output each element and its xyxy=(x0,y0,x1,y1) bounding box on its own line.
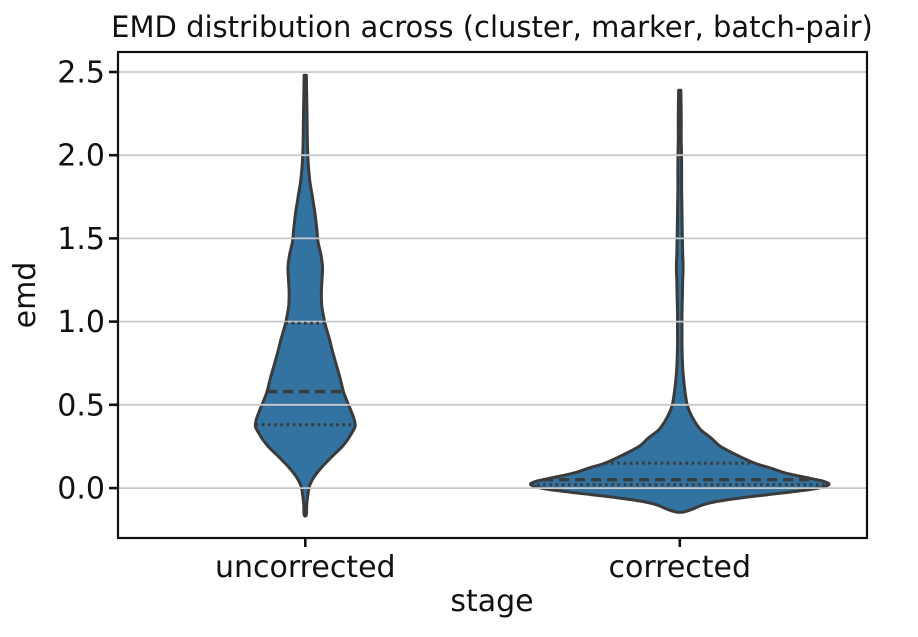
x-tick-label-corrected: corrected xyxy=(609,550,752,585)
chart-title: EMD distribution across (cluster, marker… xyxy=(111,10,873,44)
x-tick-label-uncorrected: uncorrected xyxy=(215,550,396,585)
plot-border xyxy=(116,50,869,540)
y-tick-label-2.5: 2.5 xyxy=(57,56,105,91)
y-tick-label-2: 2.0 xyxy=(57,139,105,174)
x-axis-label: stage xyxy=(450,584,533,619)
y-tick-label-0.5: 0.5 xyxy=(57,388,105,423)
y-tick-label-0: 0.0 xyxy=(57,472,105,507)
y-tick-label-1: 1.0 xyxy=(57,305,105,340)
y-axis-label: emd xyxy=(8,262,43,329)
quartile-lines xyxy=(255,321,829,487)
y-tick-label-1.5: 1.5 xyxy=(57,222,105,257)
violin-corrected xyxy=(529,88,831,514)
tick-labels: 0.0 0.5 1.0 1.5 2.0 2.5 uncorrected corrected xyxy=(57,56,751,586)
violin-uncorrected xyxy=(253,73,357,518)
grid-lines xyxy=(118,71,867,490)
violin-bodies xyxy=(253,73,831,518)
axis-ticks xyxy=(109,70,682,547)
axes-frame xyxy=(116,50,869,540)
